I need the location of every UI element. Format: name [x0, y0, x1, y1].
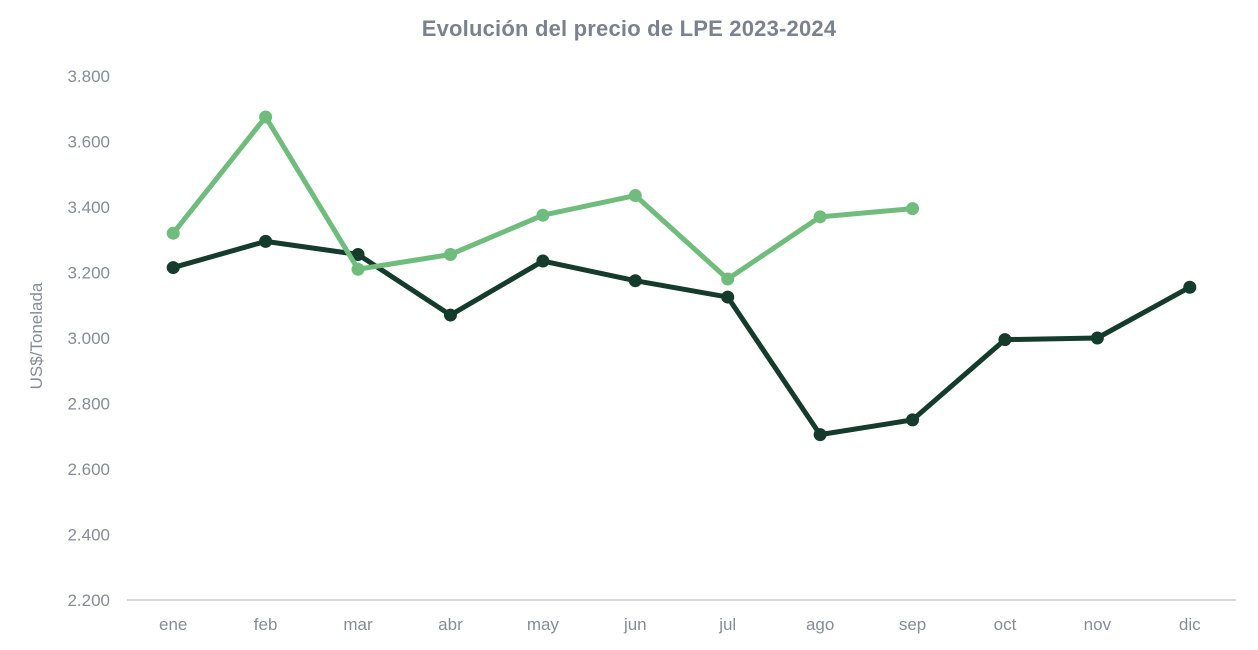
y-axis-tick-label: 3.200	[67, 264, 110, 283]
series-point-dark-green	[1090, 331, 1104, 345]
series-point-dark-green	[443, 308, 457, 322]
series-line-dark-green	[170, 238, 1193, 438]
x-axis-tick-label: may	[527, 615, 560, 634]
series-point-dark-green	[628, 274, 642, 288]
series-point-dark-green	[998, 333, 1012, 347]
y-axis-tick-label: 3.600	[67, 133, 110, 152]
x-axis-tick-label: oct	[994, 615, 1017, 634]
series-point-dark-green	[1183, 280, 1197, 294]
y-axis-tick-label: 2.200	[67, 591, 110, 610]
x-axis-tick-label: ene	[159, 615, 187, 634]
x-axis-tick-label: dic	[1179, 615, 1201, 634]
series-point-light-green	[351, 262, 365, 276]
series-point-dark-green	[906, 413, 920, 427]
x-axis-tick-label: jul	[718, 615, 736, 634]
series-point-light-green	[721, 272, 735, 286]
y-axis-tick-label: 2.400	[67, 526, 110, 545]
series-point-dark-green	[351, 247, 365, 261]
series-point-dark-green	[721, 290, 735, 304]
chart-title: Evolución del precio de LPE 2023-2024	[421, 16, 837, 41]
y-axis-tick-label: 3.400	[67, 198, 110, 217]
series-point-light-green	[628, 189, 642, 203]
x-axis-tick-label: ago	[806, 615, 834, 634]
series-point-dark-green	[536, 254, 550, 268]
y-axis-tick-label: 3.800	[67, 67, 110, 86]
series-point-dark-green	[166, 261, 180, 275]
x-axis-tick-label: jun	[623, 615, 647, 634]
series-point-light-green	[813, 210, 827, 224]
series-point-dark-green	[813, 428, 827, 442]
series-point-light-green	[166, 226, 180, 240]
series-point-light-green	[259, 110, 273, 124]
series-point-dark-green	[259, 234, 273, 248]
y-axis-tick-label: 2.600	[67, 460, 110, 479]
x-axis-tick-label: abr	[438, 615, 463, 634]
series-point-light-green	[536, 208, 550, 222]
x-axis-tick-label: nov	[1084, 615, 1112, 634]
x-axis-tick-label: feb	[254, 615, 278, 634]
y-axis-tick-label: 3.000	[67, 329, 110, 348]
x-axis-tick-label: sep	[899, 615, 926, 634]
x-axis-tick-label: mar	[343, 615, 373, 634]
y-axis-tick-label: 2.800	[67, 395, 110, 414]
series-point-light-green	[443, 247, 457, 261]
series-point-light-green	[906, 202, 920, 216]
